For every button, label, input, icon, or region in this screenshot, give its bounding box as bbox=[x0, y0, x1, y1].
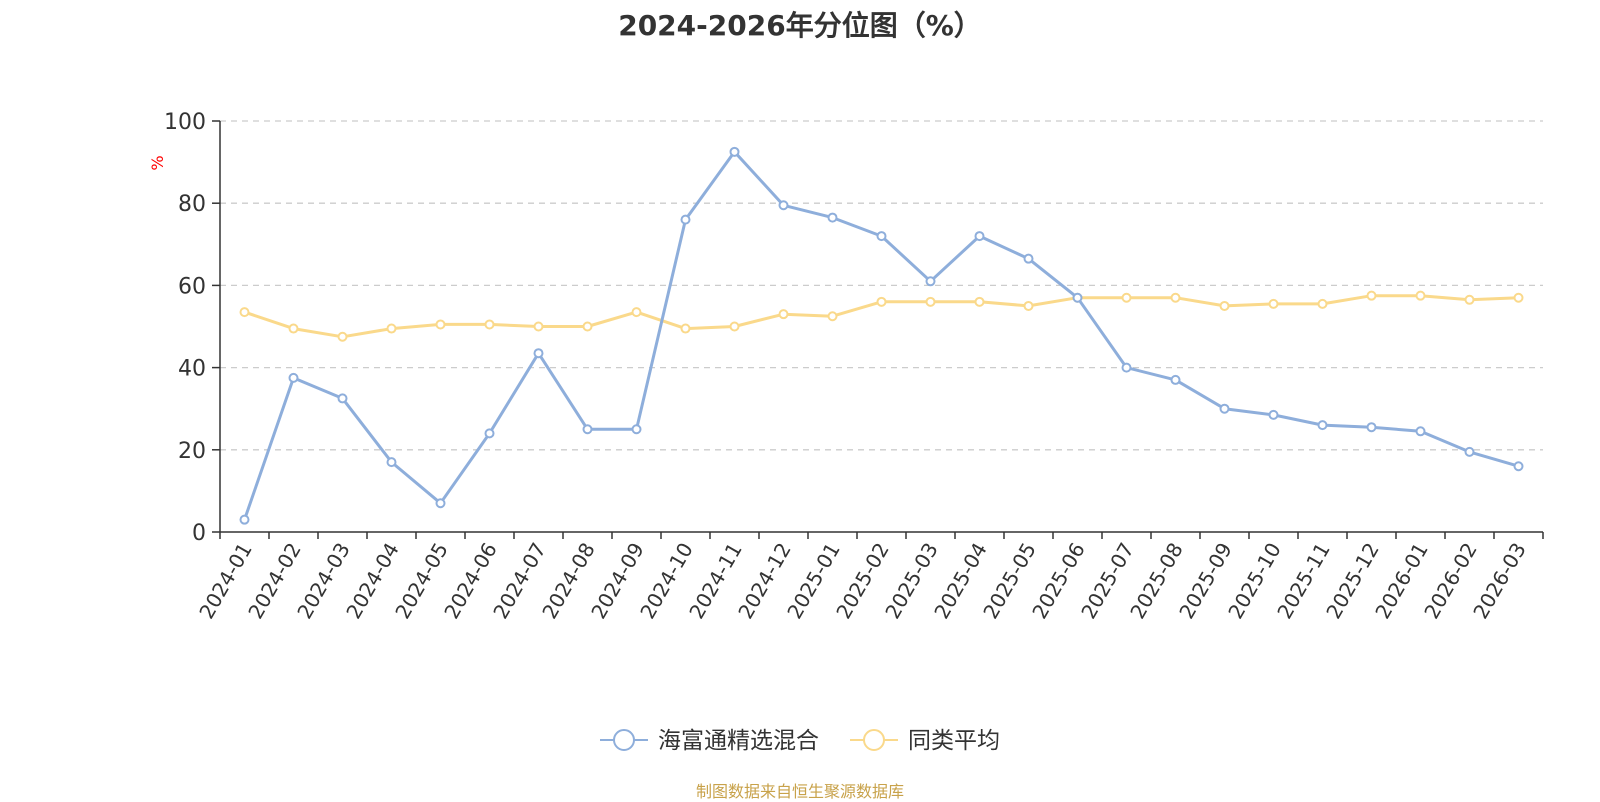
data-point bbox=[1023, 300, 1034, 311]
data-point bbox=[484, 319, 495, 330]
legend-label: 同类平均 bbox=[908, 728, 1000, 754]
data-point bbox=[974, 296, 985, 307]
data-point bbox=[582, 424, 593, 435]
data-point bbox=[1121, 292, 1132, 303]
source-note: 制图数据来自恒生聚源数据库 bbox=[695, 782, 904, 801]
data-point bbox=[827, 212, 838, 223]
data-point bbox=[778, 309, 789, 320]
data-point bbox=[337, 331, 348, 342]
data-point bbox=[386, 457, 397, 468]
data-point bbox=[729, 146, 740, 157]
data-point bbox=[1219, 300, 1230, 311]
data-point bbox=[533, 321, 544, 332]
data-point bbox=[1464, 294, 1475, 305]
data-point bbox=[1317, 420, 1328, 431]
series-line bbox=[243, 150, 1519, 521]
y-tick-label: 40 bbox=[178, 357, 206, 382]
data-point bbox=[435, 319, 446, 330]
data-point bbox=[974, 231, 985, 242]
data-point bbox=[729, 321, 740, 332]
y-tick-label: 60 bbox=[178, 274, 206, 299]
data-point bbox=[1219, 403, 1230, 414]
data-point bbox=[778, 200, 789, 211]
data-point bbox=[1268, 409, 1279, 420]
data-point bbox=[239, 307, 250, 318]
data-point bbox=[533, 348, 544, 359]
data-point bbox=[1366, 290, 1377, 301]
data-point bbox=[1513, 292, 1524, 303]
data-point bbox=[337, 393, 348, 404]
y-axis-label: % bbox=[148, 155, 167, 170]
y-tick-label: 80 bbox=[178, 192, 206, 217]
legend-label: 海富通精选混合 bbox=[658, 728, 819, 754]
data-point bbox=[680, 323, 691, 334]
legend-marker bbox=[613, 729, 635, 751]
data-point bbox=[1023, 253, 1034, 264]
data-point bbox=[876, 296, 887, 307]
legend-marker bbox=[863, 729, 885, 751]
data-point bbox=[1170, 374, 1181, 385]
data-point bbox=[1317, 298, 1328, 309]
data-point bbox=[1121, 362, 1132, 373]
data-point bbox=[484, 428, 495, 439]
data-point bbox=[435, 498, 446, 509]
data-point bbox=[1072, 292, 1083, 303]
data-point bbox=[876, 231, 887, 242]
data-point bbox=[1415, 290, 1426, 301]
data-point bbox=[1464, 446, 1475, 457]
line-chart: 020406080100%2024-012024-022024-032024-0… bbox=[148, 110, 1544, 754]
data-point bbox=[925, 296, 936, 307]
data-point bbox=[631, 307, 642, 318]
y-tick-label: 20 bbox=[178, 439, 206, 464]
data-point bbox=[386, 323, 397, 334]
data-point bbox=[1415, 426, 1426, 437]
data-point bbox=[680, 214, 691, 225]
data-point bbox=[827, 311, 838, 322]
y-tick-label: 0 bbox=[192, 521, 206, 546]
y-tick-label: 100 bbox=[164, 110, 206, 135]
data-point bbox=[1513, 461, 1524, 472]
chart-title: 2024-2026年分位图（%） bbox=[618, 9, 982, 42]
data-point bbox=[288, 372, 299, 383]
data-point bbox=[1170, 292, 1181, 303]
data-point bbox=[582, 321, 593, 332]
data-point bbox=[925, 276, 936, 287]
data-point bbox=[1366, 422, 1377, 433]
data-point bbox=[239, 514, 250, 525]
data-point bbox=[1268, 298, 1279, 309]
data-point bbox=[631, 424, 642, 435]
data-point bbox=[288, 323, 299, 334]
